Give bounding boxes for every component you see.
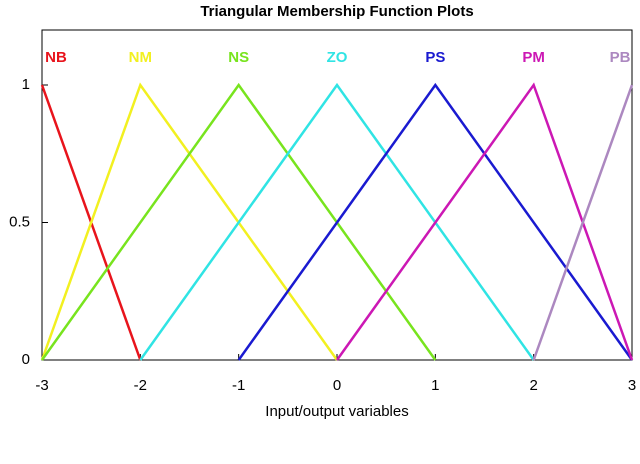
x-tick-label: 3 (628, 377, 636, 394)
x-tick-label: -2 (134, 377, 147, 394)
y-tick-label: 1 (22, 76, 30, 93)
x-tick-label: -3 (35, 377, 48, 394)
series-label: PS (425, 49, 445, 66)
series-line (335, 82, 634, 361)
series-line (139, 82, 535, 361)
series-label: PB (610, 49, 631, 66)
series-line (40, 82, 437, 361)
x-tick-label: 0 (333, 377, 341, 394)
series-label: NB (45, 49, 67, 66)
series-label: NM (129, 49, 152, 66)
plot-frame (41, 29, 633, 361)
y-tick-label: 0 (22, 351, 30, 368)
series-line (532, 84, 634, 361)
x-tick-label: -1 (232, 377, 245, 394)
series-label: PM (522, 49, 545, 66)
series-label: NS (228, 49, 249, 66)
x-axis-label: Input/output variables (265, 403, 408, 420)
x-tick-label: 1 (431, 377, 439, 394)
y-tick-label: 0.5 (9, 213, 30, 230)
series-label: ZO (327, 49, 348, 66)
series-line (40, 82, 339, 361)
x-tick-label: 2 (529, 377, 537, 394)
chart-title: Triangular Membership Function Plots (200, 3, 473, 20)
